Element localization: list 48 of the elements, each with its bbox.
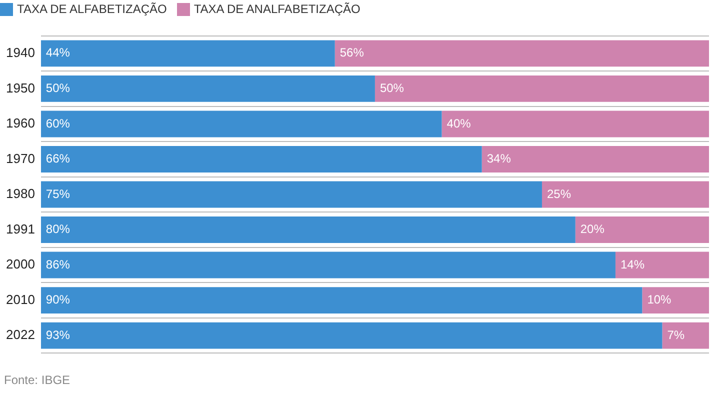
data-label: 50% bbox=[46, 81, 70, 96]
bar bbox=[642, 287, 709, 314]
data-label: 25% bbox=[546, 186, 572, 201]
data-label: 50% bbox=[380, 81, 404, 96]
y-tick-label: 2010 bbox=[6, 292, 35, 307]
source-note: Fonte: IBGE bbox=[4, 373, 72, 387]
data-label: 80% bbox=[46, 222, 70, 236]
data-label: 75% bbox=[46, 186, 70, 201]
data-label: 60% bbox=[46, 116, 70, 130]
legend-label: TAXA DE ALFABETIZAÇÃO bbox=[17, 2, 167, 16]
y-tick-label: 1980 bbox=[6, 186, 35, 202]
data-label: 7% bbox=[667, 328, 685, 342]
bar bbox=[40, 252, 616, 278]
data-label: 14% bbox=[620, 257, 645, 272]
bar bbox=[40, 216, 576, 243]
bar bbox=[40, 181, 542, 208]
y-tick-label: 2000 bbox=[6, 256, 35, 272]
bar bbox=[40, 75, 375, 102]
y-tick-label: 1970 bbox=[6, 150, 35, 166]
data-label: 10% bbox=[647, 292, 672, 307]
y-tick-label: 2022 bbox=[6, 327, 35, 342]
bar bbox=[40, 287, 642, 314]
y-tick-label: 1960 bbox=[6, 116, 35, 131]
bar bbox=[615, 252, 709, 278]
y-tick-label: 1991 bbox=[6, 221, 35, 236]
y-tick-label: 1940 bbox=[6, 45, 35, 60]
data-label: 40% bbox=[446, 116, 472, 130]
bar bbox=[40, 110, 442, 138]
data-label: 86% bbox=[46, 257, 70, 272]
data-label: 20% bbox=[580, 222, 605, 236]
data-label: 93% bbox=[46, 328, 70, 342]
data-label: 34% bbox=[486, 152, 512, 166]
bar bbox=[575, 216, 709, 243]
legend-label: TAXA DE ANALFABETIZAÇÃO bbox=[194, 2, 360, 16]
bar bbox=[542, 181, 709, 208]
bar bbox=[334, 40, 709, 67]
data-label: 66% bbox=[46, 152, 70, 166]
y-tick-label: 1950 bbox=[6, 80, 35, 96]
data-label: 44% bbox=[46, 46, 70, 60]
bar bbox=[40, 146, 482, 172]
data-label: 90% bbox=[46, 292, 70, 307]
bar bbox=[40, 322, 662, 349]
bar bbox=[442, 110, 709, 138]
bar bbox=[662, 322, 709, 349]
bar bbox=[374, 75, 709, 102]
data-label: 56% bbox=[340, 46, 364, 60]
bar bbox=[482, 146, 709, 172]
bar bbox=[40, 40, 335, 67]
